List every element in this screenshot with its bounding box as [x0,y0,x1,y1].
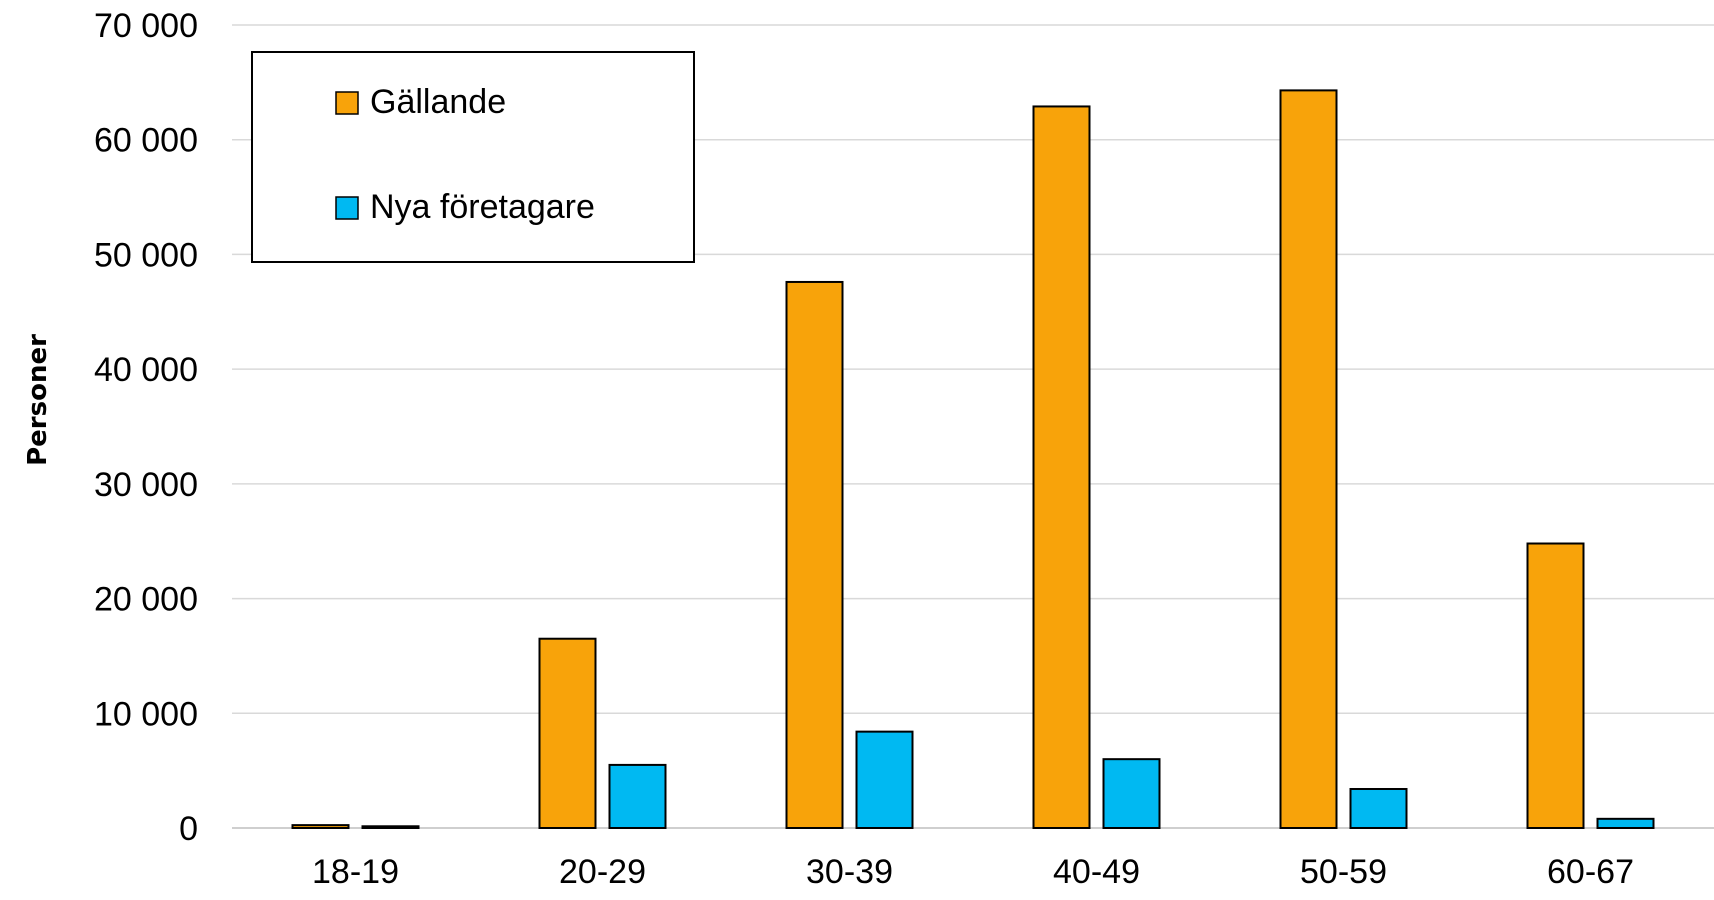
bar-nya-foretagare-40-49 [1102,758,1161,830]
bar-nya-foretagare-50-59 [1349,787,1408,829]
y-tick-label: 20 000 [94,581,198,619]
y-axis-ticks: 0 10 000 20 000 30 000 40 000 50 000 60 000 70 … [94,7,198,848]
legend-box [251,51,695,263]
x-tick-label: 40-49 [1053,853,1140,891]
x-tick-label: 50-59 [1300,853,1387,891]
legend-swatch [335,91,359,115]
x-tick-label: 60-67 [1547,853,1634,891]
y-axis-title: Personer [23,334,53,466]
x-axis-ticks: 18-19 20-29 30-39 40-49 50-59 60-67 [312,853,1634,891]
bars [291,89,1655,830]
bar-nya-foretagare-18-19 [361,825,420,830]
x-tick-label: 18-19 [312,853,399,891]
bar-gallande-30-39 [785,280,844,829]
y-tick-label: 50 000 [94,236,198,274]
legend-label: Nya företagare [370,188,595,226]
bar-gallande-20-29 [538,637,597,829]
legend-label: Gällande [370,83,506,121]
y-tick-label: 40 000 [94,351,198,389]
x-tick-label: 20-29 [559,853,646,891]
bar-gallande-50-59 [1279,89,1338,829]
bar-gallande-60-67 [1526,542,1585,829]
bar-gallande-18-19 [291,824,350,829]
y-tick-label: 0 [179,810,198,848]
y-tick-label: 70 000 [94,7,198,45]
legend-items: Gällande Nya företagare [335,83,595,226]
legend: Gällande Nya företagare [251,51,695,263]
x-tick-label: 30-39 [806,853,893,891]
bar-nya-foretagare-20-29 [608,763,667,830]
y-tick-label: 30 000 [94,466,198,504]
bar-nya-foretagare-30-39 [855,730,914,830]
legend-swatch [335,196,359,220]
bar-nya-foretagare-60-67 [1596,817,1655,830]
bar-gallande-40-49 [1032,105,1091,829]
y-tick-label: 10 000 [94,695,198,733]
y-tick-label: 60 000 [94,122,198,160]
